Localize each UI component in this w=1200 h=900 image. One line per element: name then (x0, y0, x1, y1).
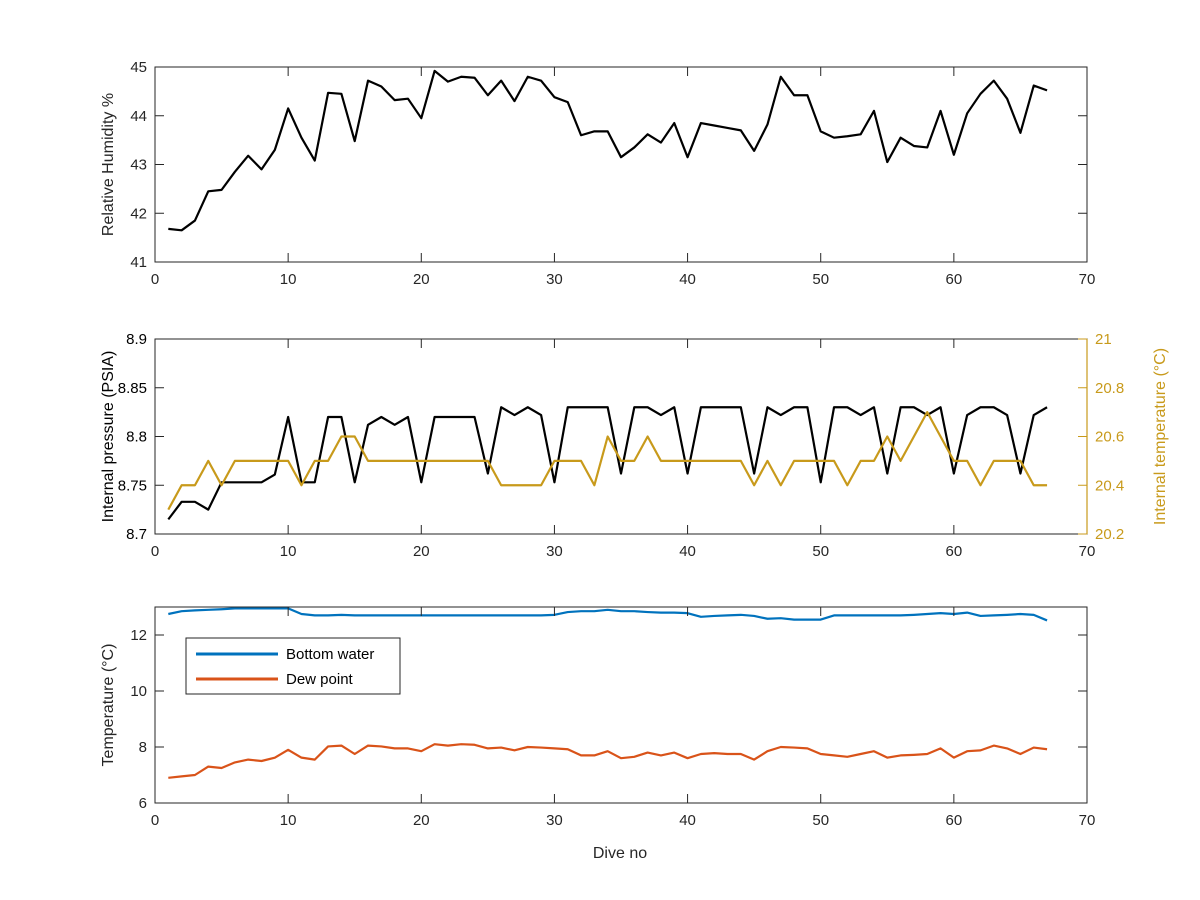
x-tick-label: 10 (280, 812, 297, 829)
series-bottom-water (168, 607, 1048, 622)
y-tick-label: 10 (130, 683, 147, 700)
y-axis-label: Temperature (°C) (100, 644, 117, 767)
x-tick-label: 20 (413, 543, 430, 560)
x-tick-label: 30 (546, 543, 563, 560)
y-tick-label: 8.7 (126, 526, 147, 543)
x-tick-label: 60 (946, 812, 963, 829)
y-tick-label: 8.85 (118, 380, 147, 397)
series-dew-point (168, 743, 1048, 779)
x-tick-label: 40 (679, 271, 696, 288)
legend-box (185, 637, 401, 695)
y-tick-label: 6 (139, 795, 147, 812)
y-tick-label: 8.75 (118, 477, 147, 494)
x-tick-label: 0 (151, 271, 159, 288)
x-tick-label: 70 (1079, 271, 1096, 288)
series-line-0-0 (168, 69, 1048, 232)
y-axis-label: Internal pressure (PSIA) (100, 351, 117, 523)
y-tick-label-right: 20.8 (1095, 380, 1124, 397)
x-tick-label: 0 (151, 543, 159, 560)
x-tick-label: 30 (546, 271, 563, 288)
x-tick-label: 40 (679, 812, 696, 829)
x-tick-label: 50 (812, 812, 829, 829)
plot-frame (154, 66, 1088, 263)
x-axis-label: Dive no (593, 845, 647, 862)
y-tick-label: 8.9 (126, 331, 147, 348)
series-line-1-1 (167, 411, 1048, 511)
plot-frame (154, 606, 1088, 804)
y-tick-label-right: 20.6 (1095, 429, 1124, 446)
x-tick-label: 50 (812, 271, 829, 288)
humidity-panel: 0 10 20 30 40 50 60 70 41 42 43 44 45 Relative Humidi… (100, 59, 1095, 288)
pressure-temperature-panel: 0 10 20 30 40 50 60 70 8.7 8.75 8.8 8.85 8.9 20.2 20.4… (100, 331, 1169, 560)
x-tick-label: 50 (812, 543, 829, 560)
x-tick-label: 70 (1079, 543, 1096, 560)
x-tick-label: 30 (546, 812, 563, 829)
y-axis-label: Relative Humidity % (100, 93, 117, 236)
y-tick-label-right: 20.2 (1095, 526, 1124, 543)
y-tick-label-right: 20.4 (1095, 477, 1124, 494)
x-tick-label: 20 (413, 812, 430, 829)
series-line-1-0 (167, 406, 1048, 521)
y-tick-label: 42 (130, 205, 147, 222)
y-axis-label-right: Internal temperature (°C) (1152, 348, 1169, 525)
x-tick-label: 20 (413, 271, 430, 288)
temperature-panel: 0 10 20 30 40 50 60 70 6 8 10 12 Temperature (°C) Bot… (100, 606, 1096, 829)
x-tick-label: 10 (280, 271, 297, 288)
legend-label: Dew point (286, 671, 354, 688)
x-tick-label: 70 (1079, 812, 1096, 829)
y-tick-label-right: 21 (1095, 331, 1112, 348)
x-tick-label: 10 (280, 543, 297, 560)
y-tick-label: 8 (139, 739, 147, 756)
y-tick-label: 44 (130, 108, 147, 125)
y-tick-label: 45 (130, 59, 147, 76)
y-tick-label: 8.8 (126, 429, 147, 446)
y-tick-label: 41 (130, 254, 147, 271)
legend: Bottom water Dew point (185, 637, 401, 695)
x-tick-label: 60 (946, 271, 963, 288)
x-tick-label: 40 (679, 543, 696, 560)
x-tick-label: 60 (946, 543, 963, 560)
y-tick-label: 12 (130, 627, 147, 644)
legend-label: Bottom water (286, 646, 374, 663)
x-tick-label: 0 (151, 812, 159, 829)
y-tick-label: 43 (130, 157, 147, 174)
